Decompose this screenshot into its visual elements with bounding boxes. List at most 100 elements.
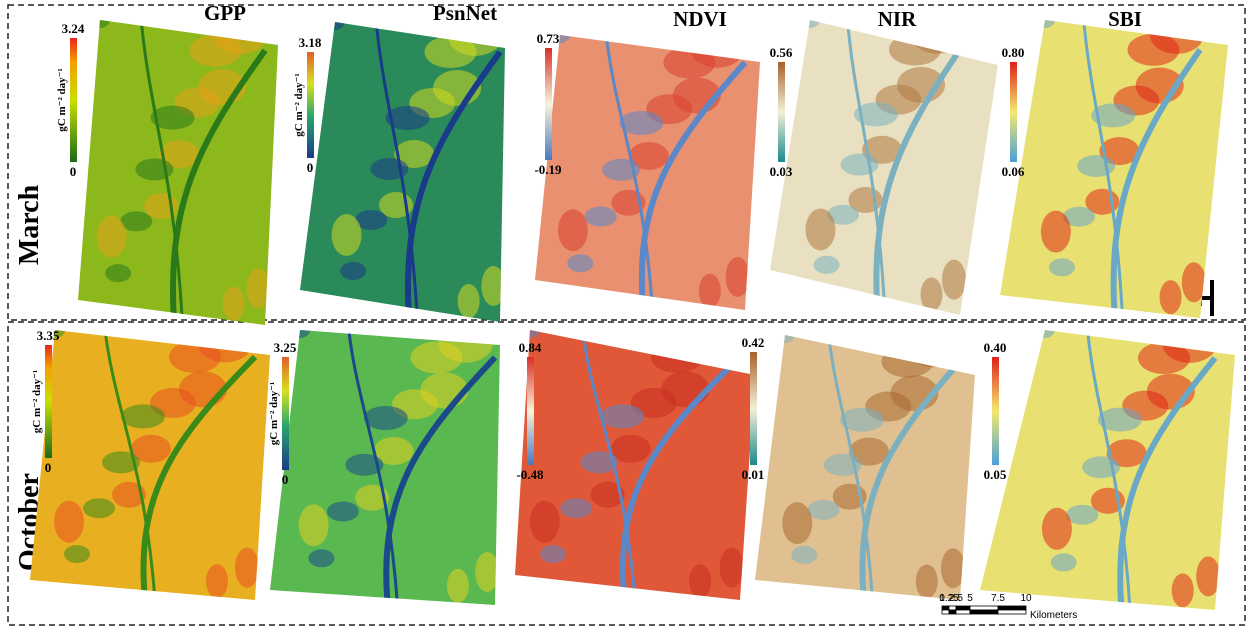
legend-min: 0: [307, 160, 314, 175]
column-title: PsnNet: [433, 1, 497, 25]
map-patch: [726, 257, 750, 297]
legend-max: 0.56: [770, 45, 793, 60]
column-title: GPP: [204, 1, 246, 25]
colorbar: [778, 62, 785, 162]
map-patch: [121, 404, 165, 428]
map-patch: [720, 548, 744, 588]
map-patch: [290, 322, 310, 338]
map-patch: [567, 254, 593, 272]
colorbar: [545, 48, 552, 160]
colorbar: [45, 345, 52, 458]
map-patch: [223, 287, 245, 321]
map-patch: [689, 564, 711, 598]
map-patch: [83, 498, 115, 518]
map-panel: [270, 322, 500, 605]
map-patch: [775, 327, 795, 343]
scale-segment: [949, 610, 956, 614]
map-patch: [1049, 258, 1075, 276]
colorbar: [282, 357, 289, 470]
map-patch: [64, 545, 90, 563]
map-patch: [105, 264, 131, 282]
map-patch: [97, 216, 127, 258]
legend-min: 0: [282, 472, 289, 487]
map-patch: [1172, 573, 1194, 607]
map-panel: [300, 14, 505, 322]
scale-unit: Kilometers: [1030, 610, 1077, 621]
legend-min: 0.06: [1002, 164, 1025, 179]
legend-unit: gC m⁻² day⁻¹: [31, 370, 43, 433]
map-patch: [308, 549, 334, 567]
map-patch: [411, 342, 463, 374]
map-patch: [585, 207, 617, 227]
map-patch: [558, 209, 588, 251]
map-patch: [540, 545, 566, 563]
map-patch: [1041, 211, 1071, 253]
map-patch: [1042, 508, 1072, 550]
map-patch: [206, 564, 228, 598]
column-title: NIR: [878, 7, 917, 31]
legend-max: 3.24: [62, 21, 85, 36]
map-patch: [235, 548, 259, 588]
legend-min: 0: [70, 164, 77, 179]
map-patch: [190, 35, 242, 67]
map-patch: [651, 341, 703, 373]
scale-segment: [942, 606, 949, 610]
scale-segment: [949, 606, 956, 610]
map-patch: [458, 284, 480, 318]
map-patch: [325, 14, 345, 30]
legend-min: 0.01: [742, 467, 765, 482]
map-patch: [814, 256, 840, 274]
map-patch: [942, 260, 966, 300]
legend-max: 0.40: [984, 340, 1007, 355]
map-patch: [332, 214, 362, 256]
scale-segment: [956, 606, 970, 610]
map-patch: [520, 322, 540, 338]
scale-tick: 2.5: [949, 593, 963, 604]
map-patch: [889, 34, 941, 66]
row-label: March: [14, 184, 45, 265]
map-patch: [791, 546, 817, 564]
map-patch: [682, 325, 736, 363]
legend-min: -0.48: [516, 467, 544, 482]
map-patch: [560, 498, 592, 518]
legend-max: 0.84: [519, 340, 542, 355]
legend-min: 0: [45, 460, 52, 475]
legend-max: 0.73: [537, 31, 560, 46]
map-patch: [530, 501, 560, 543]
colorbar: [750, 352, 757, 465]
map-patch: [600, 404, 644, 428]
map-patch: [806, 208, 836, 250]
map-panel: [30, 322, 270, 600]
map-patch: [90, 12, 110, 28]
scale-tick: 7.5: [991, 593, 1005, 604]
legend-max: 3.18: [299, 35, 322, 50]
map-patch: [1138, 342, 1190, 374]
map-patch: [941, 548, 965, 588]
legend-max: 3.25: [274, 340, 297, 355]
map-patch: [841, 154, 879, 176]
column-title: SBI: [1108, 7, 1142, 31]
legend-unit: gC m⁻² day⁻¹: [56, 68, 68, 131]
map-patch: [1182, 262, 1206, 302]
colorbar: [992, 357, 999, 465]
legend-unit: gC m⁻² day⁻¹: [293, 73, 305, 136]
map-patch: [1035, 12, 1055, 28]
legend-max: 0.42: [742, 335, 765, 350]
map-patch: [808, 500, 840, 520]
colorbar: [1010, 62, 1017, 162]
legend-unit: gC m⁻² day⁻¹: [268, 382, 280, 445]
colorbar: [70, 38, 77, 162]
map-patch: [1160, 280, 1182, 314]
scale-segment: [998, 610, 1026, 614]
map-patch: [882, 346, 934, 378]
map-patch: [299, 504, 329, 546]
map-patch: [327, 502, 359, 522]
map-patch: [481, 266, 505, 306]
colorbar: [307, 52, 314, 158]
map-patch: [916, 564, 938, 598]
legend-min: -0.19: [534, 162, 562, 177]
legend-min: 0.03: [770, 164, 793, 179]
scale-tick: 10: [1020, 593, 1032, 604]
colorbar: [527, 357, 534, 465]
map-panel: [535, 27, 760, 310]
